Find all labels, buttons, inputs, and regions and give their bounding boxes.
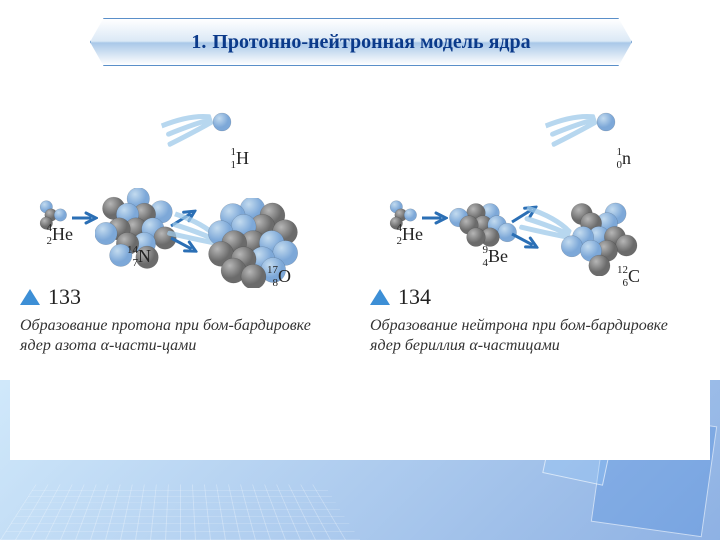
diagram-right: 42He94Be10n126C (370, 98, 700, 278)
header-banner: 1. Протонно-нейтронная модель ядра (90, 18, 630, 64)
arrow-icon (422, 210, 448, 226)
nuclide-label: 11H (236, 148, 249, 169)
diagram-left: 42He147N11H178O (20, 98, 350, 278)
nucleus-cluster (208, 108, 236, 136)
figure-number-left: 133 (48, 284, 81, 310)
background-grid (0, 485, 360, 540)
header-title: Протонно-нейтронная модель ядра (212, 31, 530, 54)
panel-right: 42He 94Be 10n 126C 134 Образование нейтрона… (360, 90, 710, 460)
nuclide-label: 126C (628, 266, 640, 287)
caption-left: Образование протона при бом-бардировке я… (20, 316, 320, 356)
caption-right: Образование нейтрона при бом-бардировке … (370, 316, 670, 356)
nuclide-label: 10n (622, 148, 631, 169)
triangle-icon (20, 289, 40, 305)
nuclide-label: 42He (52, 224, 73, 245)
figure-label-left: 133 (20, 284, 350, 310)
triangle-icon (370, 289, 390, 305)
nuclide-label: 42He (402, 224, 423, 245)
nuclide-label: 147N (138, 246, 151, 267)
nuclide-label: 94Be (488, 246, 508, 267)
nucleus-cluster (592, 108, 620, 136)
nuclide-label: 178O (278, 266, 291, 287)
content-area: 42He 147N 11H 178O 133 Образование протона … (10, 90, 710, 460)
figure-number-right: 134 (398, 284, 431, 310)
figure-label-right: 134 (370, 284, 700, 310)
panel-left: 42He 147N 11H 178O 133 Образование протона … (10, 90, 360, 460)
header-number: 1. (191, 31, 206, 54)
